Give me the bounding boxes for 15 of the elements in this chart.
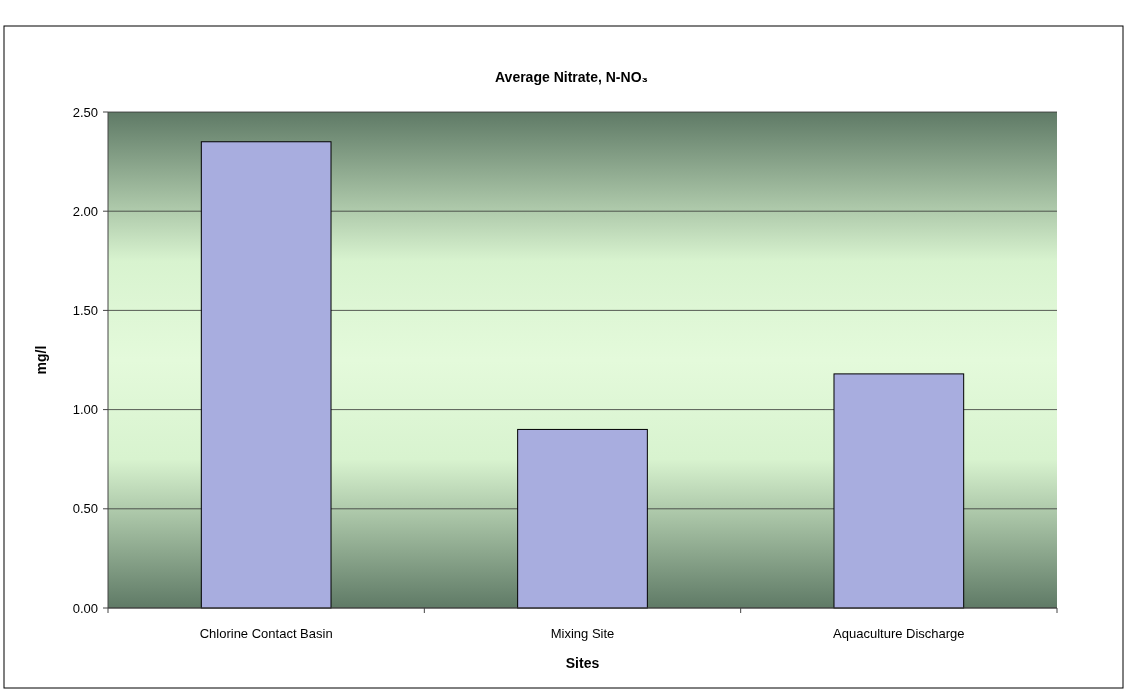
y-tick-label: 0.00 — [72, 600, 98, 616]
y-axis-title: mg/l — [33, 345, 49, 375]
y-tick-label: 1.00 — [72, 402, 98, 418]
bar — [200, 141, 332, 609]
bar — [517, 428, 648, 609]
x-tick-label: Aquaculture Discharge — [833, 626, 965, 641]
x-tick-label: Chlorine Contact Basin — [199, 626, 333, 641]
x-tick-label: Mixing Site — [550, 626, 615, 641]
y-tick-label: 0.50 — [72, 501, 98, 517]
x-axis-title: Sites — [565, 655, 600, 671]
chart-title: Average Nitrate, N-NO₃ — [495, 69, 648, 85]
y-tick-label: 2.00 — [72, 203, 98, 219]
y-tick-label: 1.50 — [72, 302, 98, 318]
bar — [833, 373, 965, 609]
y-tick-label: 2.50 — [72, 104, 98, 120]
